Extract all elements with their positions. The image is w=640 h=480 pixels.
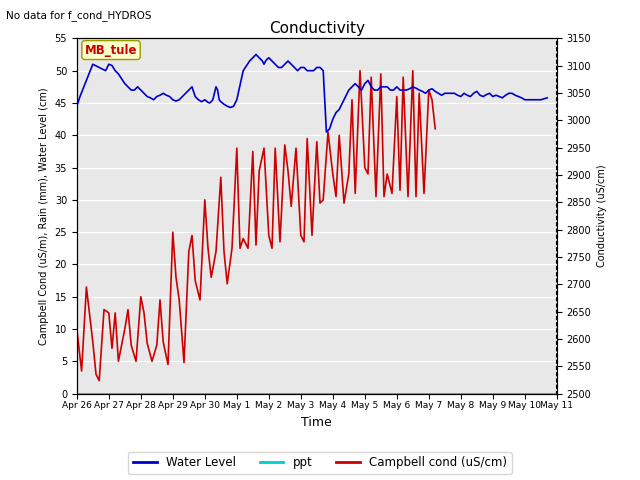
Legend: Water Level, ppt, Campbell cond (uS/cm): Water Level, ppt, Campbell cond (uS/cm) [128,452,512,474]
X-axis label: Time: Time [301,416,332,429]
Y-axis label: Campbell Cond (uS/m), Rain (mm), Water Level (cm): Campbell Cond (uS/m), Rain (mm), Water L… [39,87,49,345]
Text: No data for f_cond_HYDROS: No data for f_cond_HYDROS [6,10,152,21]
Title: Conductivity: Conductivity [269,21,365,36]
Text: MB_tule: MB_tule [84,44,138,57]
Y-axis label: Conductivity (uS/cm): Conductivity (uS/cm) [597,165,607,267]
